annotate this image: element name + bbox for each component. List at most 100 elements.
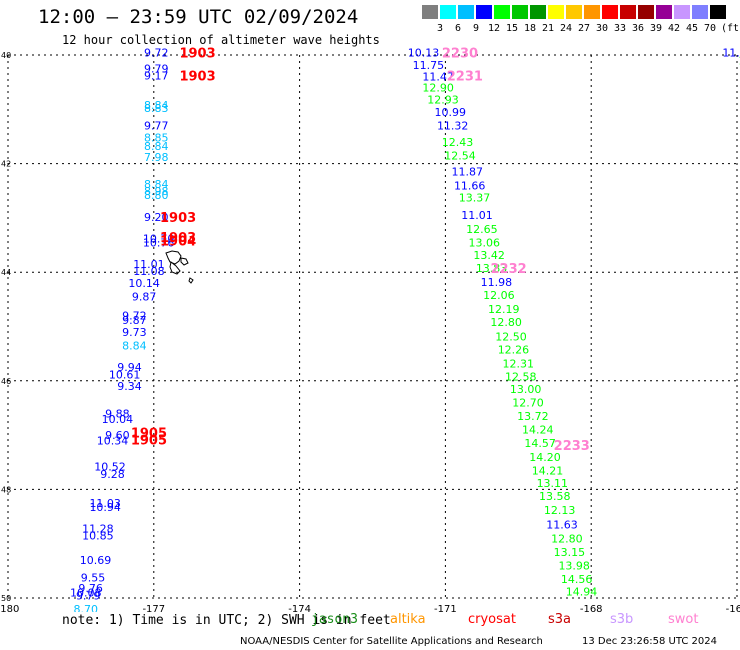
pass-time-label: 1903 [160,231,196,246]
map-subtitle: 12 hour collection of altimeter wave hei… [62,33,380,47]
latitude-label: 42 [1,160,11,169]
wave-height-label: 10.52 [94,461,126,474]
wave-height-map: -180 -177 -174 -171 -168 -165 40 42 44 46 48 50 9.7… [0,46,740,612]
wave-height-label: 13.58 [539,490,571,503]
wave-height-label: 10.13 [408,46,440,59]
wave-height-label: 11.01 [133,258,165,271]
scale-label: 39 [649,23,663,34]
latitude-label: 46 [1,377,11,386]
wave-height-label: 13.37 [459,191,491,204]
wave-height-label: 12.13 [544,504,576,517]
wave-height-label: 9.87 [122,314,147,327]
wave-height-label: 12.70 [512,397,544,410]
scale-label: 70 [703,23,717,34]
wave-height-label: 10.85 [82,530,114,543]
wave-height-label: 9.79 [76,589,101,602]
wave-height-label: 10.76 [143,236,175,249]
wave-height-label: 9.87 [132,291,157,304]
wave-height-label: 10.04 [102,413,134,426]
satellite-label-altika: altika [390,612,426,627]
wave-height-label: 12.19 [488,303,520,316]
wave-height-label: 9.77 [144,120,169,133]
scale-swatch [512,5,528,19]
scale-swatch [494,5,510,19]
wave-height-label: 13.15 [554,546,586,559]
satellite-label-s3b: s3b [610,612,634,627]
wave-height-label: 11.08 [133,265,165,278]
wave-height-label: 14.21 [532,464,564,477]
wave-height-label: 12.31 [503,357,535,370]
wave-height-label: 11.75 [413,59,445,72]
wave-height-label: 11.87 [452,166,484,179]
wave-height-label: 14.56 [561,573,593,586]
pass-time-label: 1903 [160,211,196,226]
satellite-label-jason3: jason3 [311,612,358,627]
wave-height-label: 11.5 [722,46,740,59]
scale-label: 27 [577,23,591,34]
axis-labels: -180 -177 -174 -171 -168 -165 40 42 44 46 48 50 [0,51,740,612]
wave-height-label: 14.24 [522,424,554,437]
satellite-label-s3a: s3a [548,612,572,627]
wave-height-label: 9.88 [105,407,130,420]
wave-height-label: 12.90 [422,82,454,95]
wave-height-label: 10.70 [143,233,175,246]
wave-height-label: 9.55 [81,571,106,584]
wave-height-label: 9.73 [122,326,147,339]
wave-height-label: 9.17 [144,70,169,83]
wave-height-label: 9.79 [144,63,169,76]
altimeter-tracks: 9.729.799.178.848.839.778.858.847.988.84… [70,46,740,612]
pass-time-label: 1904 [160,235,196,250]
wave-height-label: 9.94 [117,361,142,374]
scale-label: 18 [523,23,537,34]
island-outline [188,277,194,284]
latitude-label: 44 [1,268,11,277]
wave-height-label: 11.28 [82,522,114,535]
wave-height-label: 8.80 [144,189,169,202]
pass-time-label: 2233 [554,439,590,454]
wave-height-label: 13.06 [469,236,501,249]
scale-swatch [566,5,582,19]
scale-label: 21 [541,23,555,34]
pass-time-label: 1905 [131,433,167,448]
aleutian-islands [165,250,194,284]
footer-timestamp: 13 Dec 23:26:58 UTC 2024 [582,636,717,647]
wave-height-label: 14.20 [529,451,561,464]
wave-height-label: 13.00 [510,383,542,396]
wave-height-label: 13.11 [537,477,569,490]
scale-unit: (ft) [720,23,740,34]
longitude-label: -165 [726,604,740,612]
scale-swatch [440,5,456,19]
wave-height-label: 9.72 [144,46,169,59]
wave-height-label: 9.60 [105,429,130,442]
wave-height-label: 11.32 [437,120,469,133]
longitude-label: -171 [434,604,457,612]
scale-swatch [530,5,546,19]
satellite-label-cryosat: cryosat [468,612,516,627]
scale-swatch [458,5,474,19]
wave-height-label: 8.70 [74,603,99,612]
wave-height-label: 7.98 [144,151,169,164]
scale-swatch [602,5,618,19]
scale-label: 45 [685,23,699,34]
scale-label: 42 [667,23,681,34]
wave-height-label: 12.54 [444,149,476,162]
wave-height-label: 10.14 [128,277,160,290]
wave-height-label: 12.43 [442,136,474,149]
pass-time-label: 2231 [447,70,483,85]
scale-label: 33 [613,23,627,34]
scale-swatch [548,5,564,19]
scale-label: 3 [436,23,444,34]
wave-height-label: 13.83 [476,262,508,275]
scale-swatch [710,5,726,19]
wave-height-label: 13.42 [473,249,505,262]
wave-height-label: 12.93 [427,94,459,107]
wave-height-label: 10.08 [70,587,102,600]
satellite-label-swot: swot [668,612,699,627]
longitude-label: -180 [0,604,19,612]
lat-lon-grid [7,54,738,599]
wave-height-label: 8.98 [144,185,169,198]
wave-height-label: 8.84 [144,99,169,112]
wave-height-label: 8.85 [144,132,169,145]
scale-swatch [692,5,708,19]
scale-label: 30 [595,23,609,34]
